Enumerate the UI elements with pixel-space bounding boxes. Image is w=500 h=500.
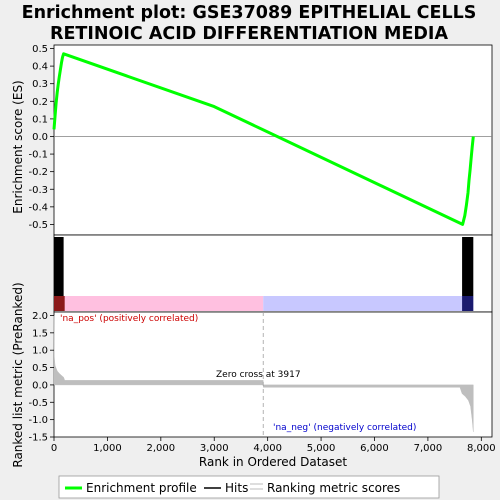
- pos-correlated-label: 'na_pos' (positively correlated): [60, 314, 198, 324]
- x-tick-label: 5,000: [307, 443, 336, 454]
- es-curve: [52, 52, 475, 226]
- es-y-tick-label: 0.5: [32, 44, 48, 55]
- x-tick-label: 6,000: [360, 443, 389, 454]
- positive-band-extreme: [54, 296, 65, 311]
- metric-layer: 2.0 1.5 1.0 0.5 0.0 -0.5 -1.0 -1.50 1,000 2,000 3,…: [28, 311, 495, 454]
- legend-label-enrichment: Enrichment profile: [86, 481, 197, 495]
- chart-title-line2: RETINOIC ACID DIFFERENTIATION MEDIA: [50, 24, 448, 44]
- metric-y-tick-label: 1.0: [32, 346, 48, 357]
- es-y-axis-title: Enrichment score (ES): [11, 80, 25, 213]
- metric-y-tick-label: 0.5: [32, 363, 48, 374]
- metric-y-tick-label: 1.5: [32, 328, 48, 339]
- es-y-tick-label: -0.4: [28, 202, 48, 213]
- legend-label-metric: Ranking metric scores: [267, 481, 400, 495]
- x-tick-label: 2,000: [147, 443, 176, 454]
- hits-layer: [54, 237, 474, 311]
- metric-y-axis-title: Ranked list metric (PreRanked): [11, 282, 25, 467]
- x-tick-label: 1,000: [93, 443, 122, 454]
- neg-correlated-label: 'na_neg' (negatively correlated): [273, 423, 416, 433]
- x-tick-label: 0: [51, 443, 57, 454]
- negative-band-extreme: [462, 296, 474, 311]
- legend-box: [58, 475, 440, 499]
- es-y-tick-label: 0.1: [32, 114, 48, 125]
- es-y-tick-label: -0.2: [28, 167, 48, 178]
- metric-y-tick-label: 0.0: [32, 380, 48, 391]
- hit-block-0: [54, 237, 64, 296]
- zero-cross-label: Zero cross at 3917: [216, 370, 301, 380]
- metric-y-tick-label: 2.0: [32, 311, 48, 322]
- x-tick-label: 4,000: [253, 443, 282, 454]
- metric-y-tick-label: -1.0: [28, 415, 48, 426]
- chart-title-line1: Enrichment plot: GSE37089 EPITHELIAL CEL…: [22, 3, 477, 23]
- x-tick-label: 3,000: [200, 443, 229, 454]
- hit-block-1: [462, 237, 474, 296]
- es-y-tick-label: 0.2: [32, 97, 48, 108]
- x-tick-label: 7,000: [414, 443, 443, 454]
- es-layer: 0.5 0.4 0.3 0.2 0.1 0.0 -0.1 -0.2 -0.3 -0.4 -0.5: [28, 44, 492, 231]
- es-y-tick-label: -0.3: [28, 185, 48, 196]
- es-y-tick-label: 0.0: [32, 132, 48, 143]
- metric-y-tick-label: -1.5: [28, 433, 48, 444]
- metric-y-tick-label: -0.5: [28, 398, 48, 409]
- metric-panel: [53, 311, 493, 438]
- es-y-tick-label: 0.4: [32, 62, 48, 73]
- es-y-tick-label: 0.3: [32, 79, 48, 90]
- x-tick-label: 8,000: [467, 443, 496, 454]
- positive-band: [54, 296, 264, 311]
- es-y-tick-label: -0.1: [28, 150, 48, 161]
- es-y-tick-label: -0.5: [28, 220, 48, 231]
- legend-label-hits: Hits: [225, 481, 248, 495]
- x-axis-title: Rank in Ordered Dataset: [199, 455, 347, 469]
- negative-band: [263, 296, 474, 311]
